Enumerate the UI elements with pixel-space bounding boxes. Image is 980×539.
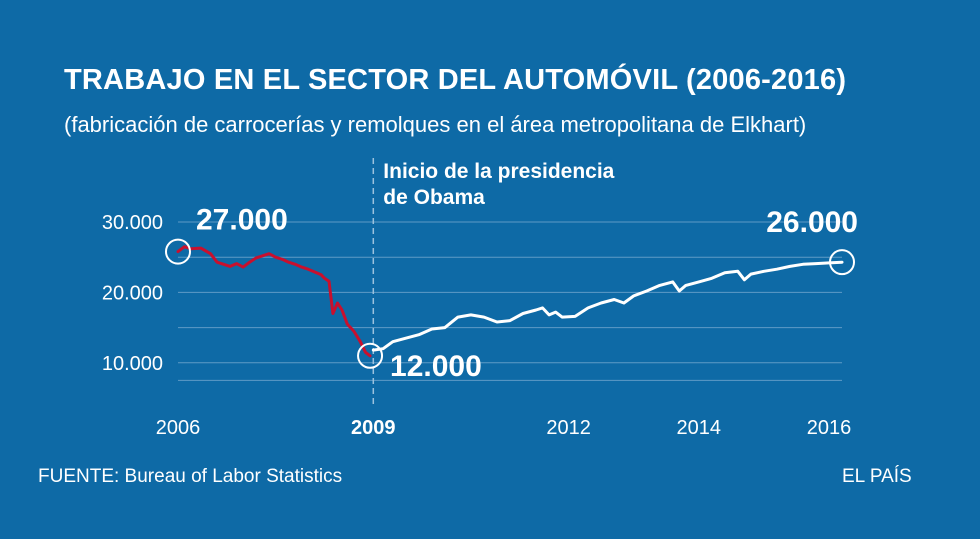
grid [178, 221, 842, 381]
chart-title: TRABAJO EN EL SECTOR DEL AUTOMÓVIL (2006… [64, 64, 847, 96]
obama-marker: Inicio de la presidencia de Obama [372, 158, 615, 408]
x-axis-ticks: 2006 2009 2012 2014 2016 [156, 417, 851, 439]
x-tick-label: 2006 [156, 417, 201, 439]
series-line-after-obama [371, 260, 844, 352]
chart-subtitle: (fabricación de carrocerías y remolques … [64, 112, 807, 137]
obama-label-line-2: de Obama [383, 186, 485, 209]
y-tick-label: 20.000 [102, 282, 163, 304]
series-line-before-obama [176, 245, 372, 358]
x-tick-label: 2012 [546, 417, 591, 439]
x-tick-label: 2014 [677, 417, 722, 439]
annotation-label-end: 26.000 [766, 206, 858, 239]
x-tick-label: 2009 [351, 417, 396, 439]
x-tick-label: 2016 [807, 417, 852, 439]
annotation-label-start: 27.000 [196, 204, 288, 237]
annotation-circle-start [165, 238, 191, 265]
annotation-circle-end [829, 249, 855, 276]
annotations: 27.000 12.000 26.000 [165, 204, 858, 383]
source-note: FUENTE: Bureau of Labor Statistics [38, 466, 343, 487]
y-tick-label: 10.000 [102, 353, 163, 375]
brand-logo: EL PAÍS [842, 466, 912, 487]
y-axis-ticks: 10.000 20.000 30.000 [102, 212, 163, 375]
obama-label-line-1: Inicio de la presidencia [383, 160, 614, 183]
annotation-label-low: 12.000 [390, 350, 482, 383]
y-tick-label: 30.000 [102, 212, 163, 234]
series [176, 245, 844, 358]
annotation-circle-low [357, 342, 384, 369]
